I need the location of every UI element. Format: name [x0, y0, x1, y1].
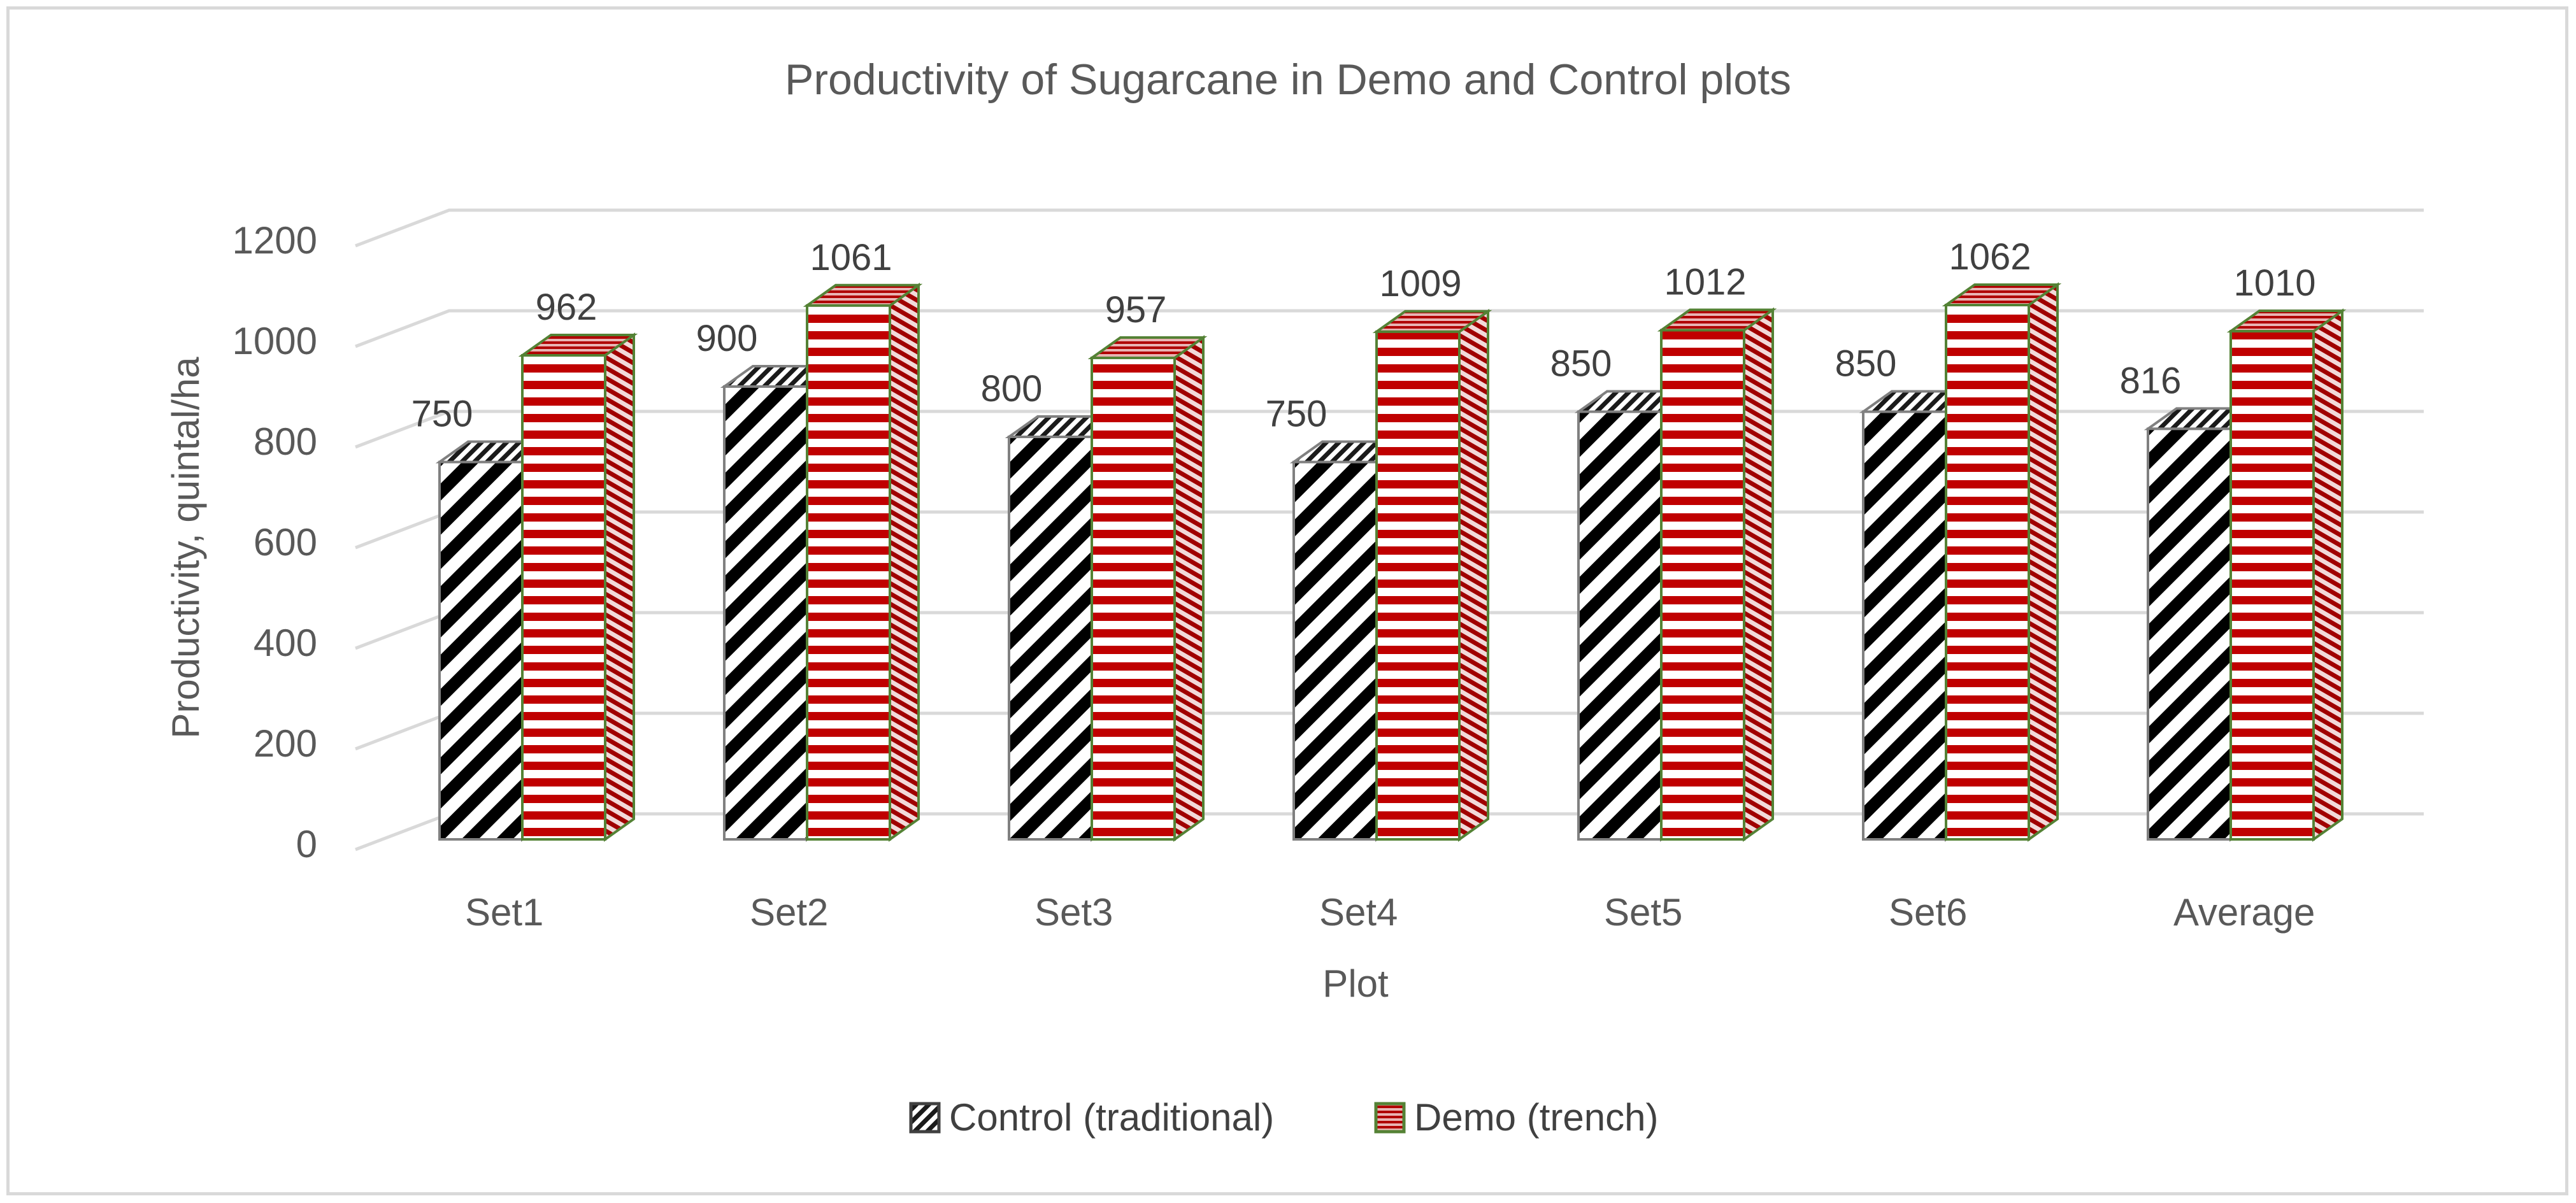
bar-front-face	[2147, 427, 2232, 841]
bar-front-face	[806, 304, 891, 841]
data-label-control: 750	[1266, 394, 1327, 435]
bar-front-face	[1945, 304, 2030, 841]
bars	[435, 282, 2347, 842]
y-axis-label: Productivity, quintal/ha	[164, 357, 207, 739]
bar-side-face	[889, 282, 920, 842]
x-tick-label: Average	[2173, 891, 2315, 934]
data-label-control: 750	[411, 394, 473, 435]
y-axis-ticks: 0 200 400 600 800 1000 1200	[233, 219, 317, 865]
y-tick-label: 800	[254, 420, 317, 463]
data-label-demo: 1061	[810, 237, 892, 278]
bar-side-face	[2312, 308, 2343, 842]
bar-side-face	[1173, 335, 1205, 842]
bar-front-face	[1577, 410, 1663, 841]
legend-label-control: Control (traditional)	[949, 1096, 1274, 1139]
data-label-control: 800	[981, 368, 1043, 409]
y-tick-label: 0	[296, 823, 317, 865]
x-tick-label: Set2	[750, 891, 828, 934]
bar-demo-average	[2226, 308, 2347, 842]
chart-frame	[6, 6, 2568, 1195]
data-label-control: 850	[1550, 343, 1612, 385]
bar-side-face	[604, 332, 635, 842]
data-label-demo: 1062	[1949, 236, 2031, 278]
data-label-demo: 1009	[1379, 263, 1461, 304]
bar-side-face	[1743, 307, 1774, 842]
data-label-demo: 957	[1105, 289, 1167, 331]
bar-demo-set1	[518, 332, 638, 842]
legend-item-demo: Demo (trench)	[1374, 1096, 1658, 1139]
y-tick-label: 1000	[233, 320, 317, 362]
legend: Control (traditional) Demo (trench)	[909, 1096, 1658, 1139]
bar-front-face	[1091, 356, 1176, 841]
bar-side-face	[2028, 282, 2059, 842]
bar-front-face	[2229, 330, 2315, 841]
y-tick-label: 200	[254, 722, 317, 765]
x-tick-label: Set4	[1319, 891, 1398, 934]
data-label-control: 816	[2120, 360, 2182, 401]
gridline	[355, 208, 2424, 248]
x-axis-ticks: Set1 Set2 Set3 Set4 Set5 Set6 Average	[465, 891, 2315, 934]
bar-demo-set4	[1372, 309, 1492, 842]
bar-demo-set5	[1657, 307, 1777, 842]
y-tick-label: 1200	[233, 219, 317, 262]
bar-front-face	[521, 354, 606, 841]
data-label-control: 900	[696, 318, 758, 359]
x-tick-label: Set3	[1034, 891, 1113, 934]
bar-front-face	[438, 460, 524, 841]
bar-front-face	[1008, 436, 1093, 841]
x-tick-label: Set5	[1604, 891, 1682, 934]
x-tick-label: Set6	[1889, 891, 1967, 934]
chart-title: Productivity of Sugarcane in Demo and Co…	[785, 55, 1791, 104]
legend-item-control: Control (traditional)	[909, 1096, 1274, 1139]
x-tick-label: Set1	[465, 891, 543, 934]
bar-demo-set6	[1942, 282, 2062, 842]
y-tick-label: 600	[254, 521, 317, 564]
bar-front-face	[1375, 330, 1461, 841]
bar-demo-set3	[1087, 335, 1208, 842]
data-labels: 750 962 900 1061 800 957 750 1009 850 1012 850 1062…	[411, 236, 2316, 434]
legend-label-demo: Demo (trench)	[1414, 1096, 1658, 1139]
data-label-demo: 1012	[1664, 262, 1746, 303]
data-label-demo: 962	[536, 287, 597, 328]
legend-swatch-demo	[1374, 1102, 1406, 1134]
bar-front-face	[723, 385, 808, 841]
bar-demo-set2	[803, 282, 923, 842]
data-label-demo: 1010	[2233, 262, 2315, 304]
x-axis-label: Plot	[1322, 962, 1389, 1005]
bar-side-face	[1458, 309, 1489, 842]
legend-swatch-control	[909, 1102, 941, 1134]
y-tick-label: 400	[254, 622, 317, 664]
bar-front-face	[1862, 410, 1947, 841]
data-label-control: 850	[1835, 343, 1897, 385]
bar-front-face	[1292, 460, 1378, 841]
bar-front-face	[1660, 329, 1745, 841]
